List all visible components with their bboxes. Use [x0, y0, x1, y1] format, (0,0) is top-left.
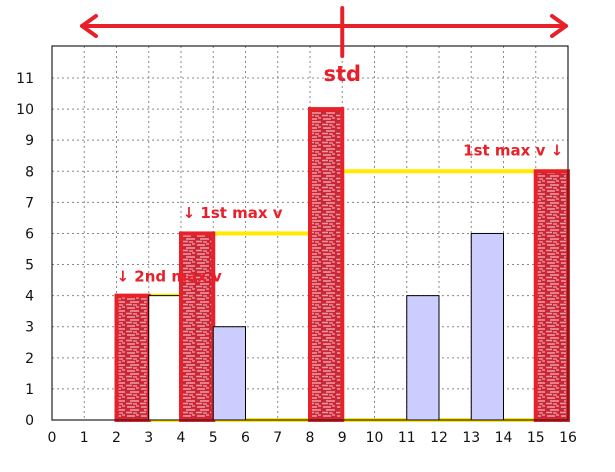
x-tick-label: 2	[112, 430, 121, 446]
highlight-bar	[114, 293, 151, 422]
highlight-bar	[533, 169, 570, 422]
y-tick-label: 10	[16, 102, 34, 118]
y-tick-label: 7	[25, 195, 34, 211]
x-tick-label: 12	[430, 430, 448, 446]
x-tick-label: 14	[495, 430, 513, 446]
x-tick-label: 6	[241, 430, 250, 446]
arrow-head-right	[550, 14, 568, 38]
y-tick-label: 0	[25, 413, 34, 429]
bar	[212, 326, 246, 421]
x-tick-label: 3	[144, 430, 153, 446]
annotation-first-max-right: 1st max v ↓	[463, 142, 563, 160]
y-axis-ticks: 0 1 2 3 4 5 6 7 8 9 10 11	[16, 71, 34, 429]
x-tick-label: 4	[177, 430, 186, 446]
x-tick-label: 10	[366, 430, 384, 446]
y-tick-label: 9	[25, 133, 34, 149]
bar	[470, 232, 504, 421]
y-tick-label: 6	[25, 226, 34, 242]
y-tick-label: 2	[25, 351, 34, 367]
x-tick-label: 16	[559, 430, 577, 446]
y-tick-label: 1	[25, 382, 34, 398]
arrow-head-left	[80, 14, 98, 38]
x-tick-label: 15	[527, 430, 545, 446]
x-tick-label: 0	[48, 430, 57, 446]
highlight-bar	[179, 231, 216, 422]
x-tick-label: 5	[209, 430, 218, 446]
y-tick-label: 4	[25, 289, 34, 305]
plot-frame	[51, 45, 569, 421]
axes	[51, 45, 569, 421]
range-arrow	[80, 6, 568, 58]
x-tick-label: 7	[273, 430, 282, 446]
bar	[406, 295, 440, 421]
y-tick-label: 5	[25, 258, 34, 274]
annotation-second-max-left: ↓ 2nd max v	[117, 268, 223, 286]
annotation-first-max-left: ↓ 1st max v	[183, 204, 283, 222]
y-tick-label: 3	[25, 320, 34, 336]
x-tick-label: 9	[338, 430, 347, 446]
bar	[148, 295, 182, 421]
x-tick-label: 11	[398, 430, 416, 446]
x-tick-label: 1	[80, 430, 89, 446]
x-axis-ticks: 0 1 2 3 4 5 6 7 8 9 10 11 12 13 14 15 16	[48, 430, 577, 446]
annotation-std: std	[323, 62, 361, 86]
x-tick-label: 8	[306, 430, 315, 446]
x-tick-label: 13	[462, 430, 480, 446]
y-tick-label: 11	[16, 71, 34, 87]
y-tick-label: 8	[25, 164, 34, 180]
highlight-bar	[308, 107, 345, 422]
annotations: std ↓ 2nd max v ↓ 1st max v 1st max v ↓	[117, 62, 564, 286]
